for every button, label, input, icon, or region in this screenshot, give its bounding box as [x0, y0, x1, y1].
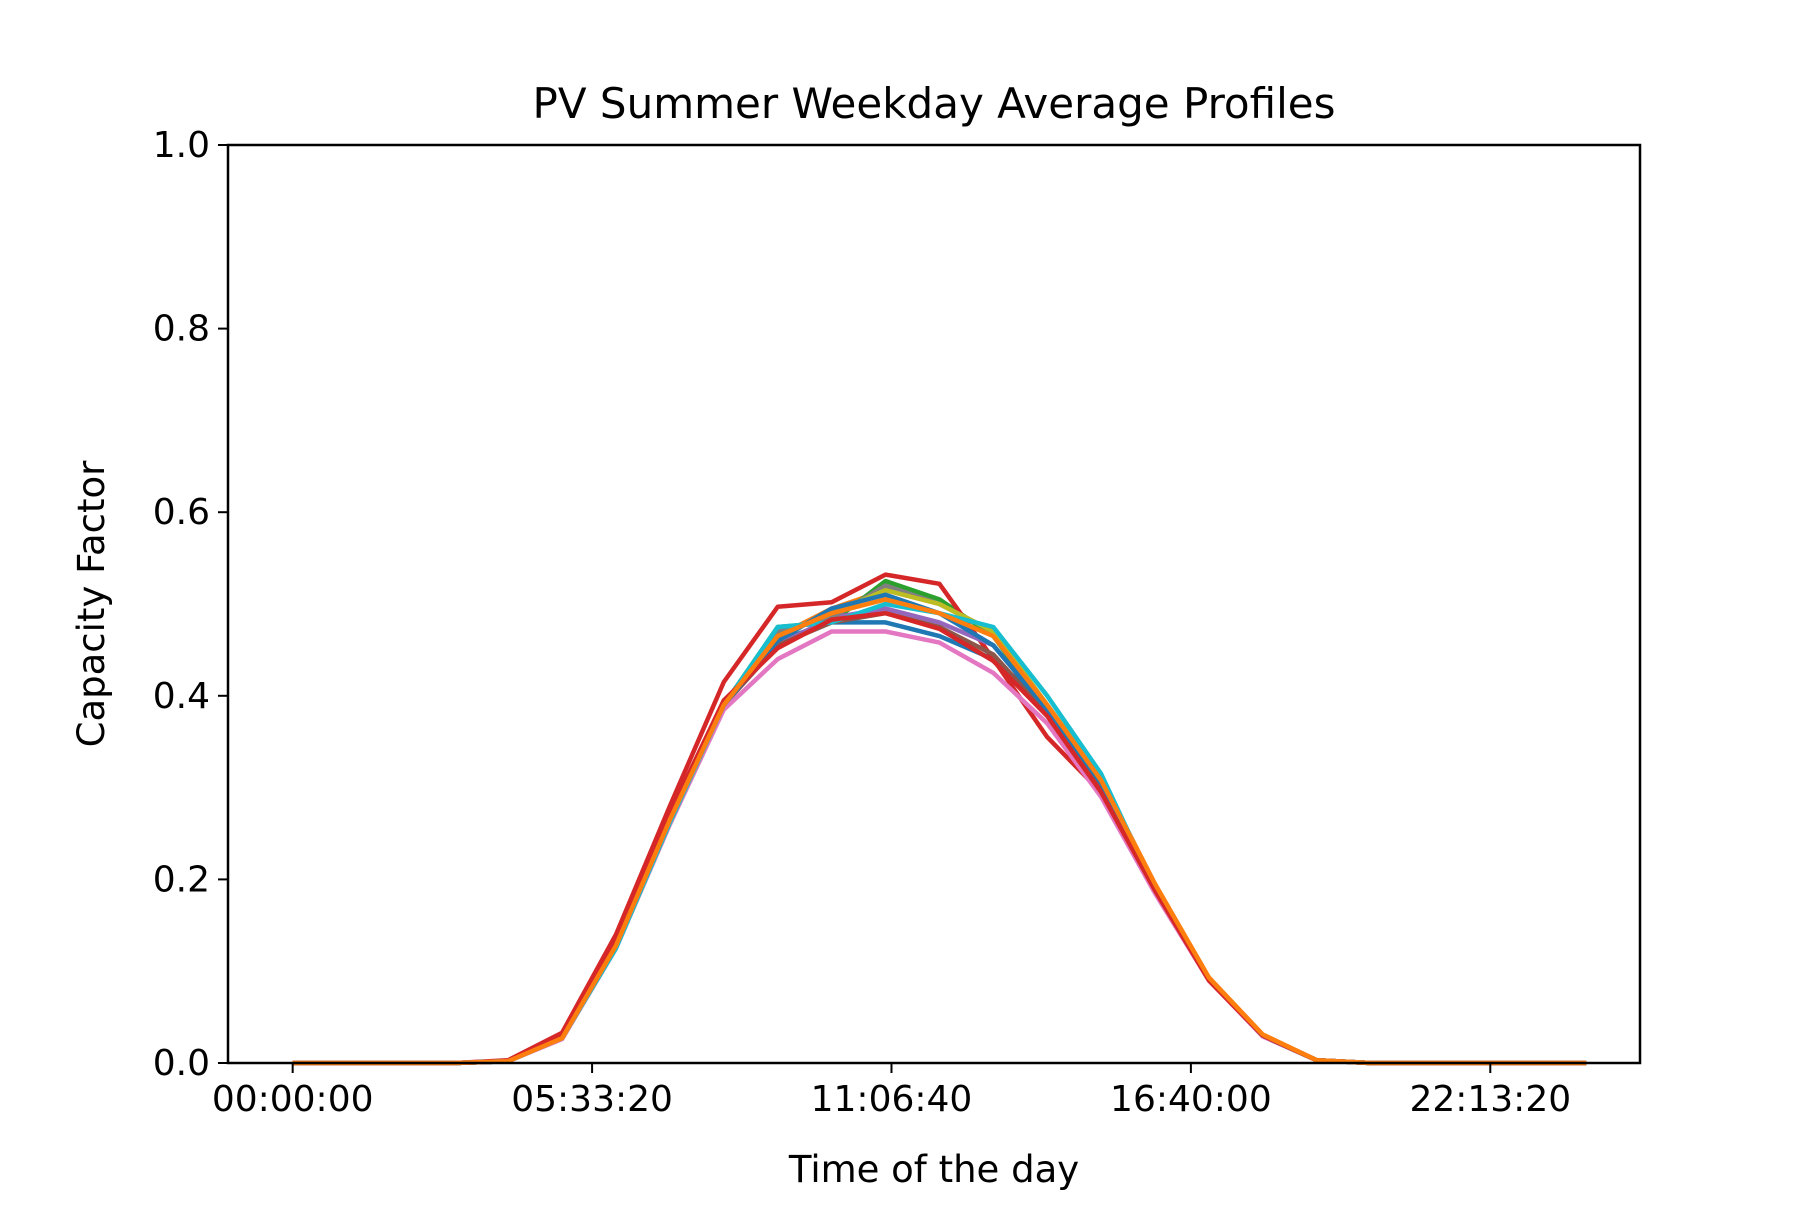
- series-line-1: [292, 620, 1587, 1066]
- y-tick-label: 0.4: [153, 676, 210, 717]
- y-tick-label: 0.6: [153, 492, 210, 533]
- series-line-10: [292, 601, 1587, 1066]
- series-line-11: [292, 592, 1587, 1066]
- x-tick-label: 00:00:00: [212, 1079, 374, 1120]
- series-line-3: [292, 578, 1587, 1066]
- x-tick-label: 22:13:20: [1409, 1079, 1571, 1120]
- y-tick-label: 0.2: [153, 859, 210, 900]
- y-tick-label: 0.0: [153, 1043, 210, 1084]
- x-tick-label: 05:33:20: [511, 1079, 673, 1120]
- x-axis-label: Time of the day: [788, 1148, 1079, 1191]
- series-line-12: [292, 610, 1587, 1066]
- y-axis-label: Capacity Factor: [70, 460, 113, 748]
- series-line-13: [292, 597, 1587, 1066]
- series-line-9: [292, 587, 1587, 1066]
- series-layer: [292, 572, 1587, 1066]
- y-tick-label: 0.8: [153, 309, 210, 350]
- series-line-6: [292, 610, 1587, 1066]
- series-line-2: [292, 587, 1587, 1066]
- series-line-5: [292, 606, 1587, 1066]
- series-line-4: [292, 572, 1587, 1066]
- x-tick-label: 11:06:40: [811, 1079, 973, 1120]
- plot-frame: [226, 143, 1642, 1065]
- x-axis: 00:00:00 05:33:20 11:06:40 16:40:00 22:13:20: [212, 1063, 1571, 1120]
- x-tick-label: 16:40:00: [1110, 1079, 1272, 1120]
- y-axis: 0.0 0.2 0.4 0.6 0.8 1.0: [153, 125, 228, 1084]
- series-line-8: [292, 583, 1587, 1066]
- series-line-7: [292, 629, 1587, 1066]
- y-tick-label: 1.0: [153, 125, 210, 166]
- chart-title: PV Summer Weekday Average Profiles: [533, 79, 1336, 128]
